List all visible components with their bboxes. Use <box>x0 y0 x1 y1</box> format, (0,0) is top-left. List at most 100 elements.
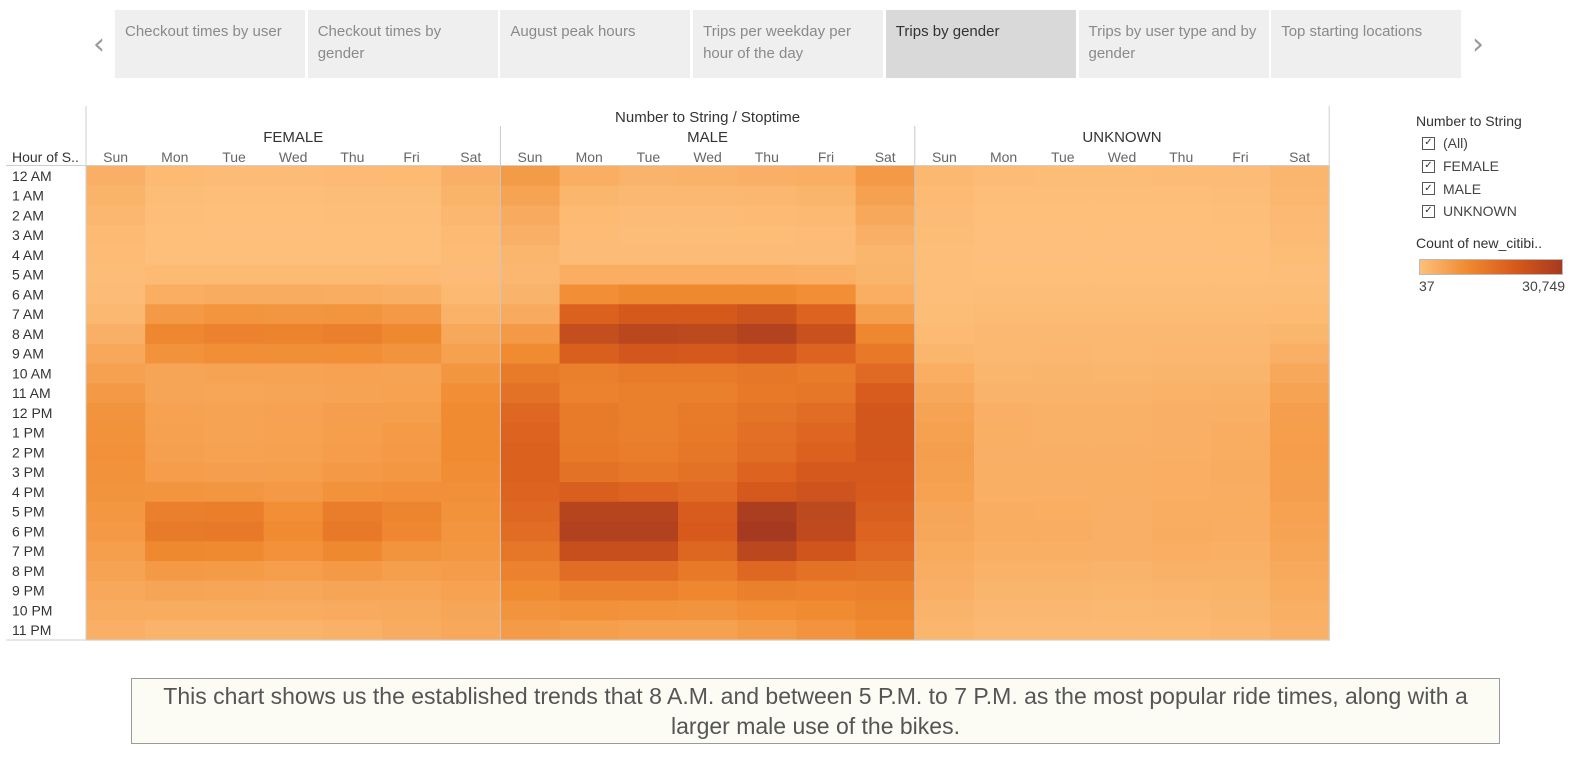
heatmap-cell <box>1092 185 1153 207</box>
filter-item-unknown[interactable]: ✓ UNKNOWN <box>1416 200 1576 223</box>
heatmap-cell <box>1033 324 1093 345</box>
heatmap-cell <box>1210 422 1271 444</box>
heatmap-cell <box>1151 521 1212 542</box>
heatmap-cell <box>1270 225 1330 246</box>
heatmap-cell <box>678 324 738 345</box>
story-tab-top-starting-locations[interactable]: Top starting locations <box>1271 10 1462 78</box>
heatmap-cell <box>974 521 1034 542</box>
checkbox-checked-icon[interactable]: ✓ <box>1422 204 1435 218</box>
heatmap-cell <box>1092 205 1153 226</box>
heatmap-cell <box>86 166 146 187</box>
heatmap-cell <box>678 205 738 226</box>
heatmap-cell <box>322 383 383 404</box>
heatmap-cell <box>974 561 1034 582</box>
heatmap-cell <box>500 403 561 424</box>
heatmap-cell <box>914 304 975 325</box>
heatmap-cell <box>263 422 324 444</box>
heatmap-cell <box>678 620 738 641</box>
day-label: Thu <box>340 149 364 165</box>
heatmap-cell <box>559 225 620 246</box>
checkbox-checked-icon[interactable]: ✓ <box>1422 136 1435 150</box>
heatmap-cell <box>618 225 679 246</box>
heatmap-cell <box>678 442 738 463</box>
filter-item-male[interactable]: ✓ MALE <box>1416 177 1576 200</box>
heatmap-cell <box>263 225 324 246</box>
heatmap-cell <box>974 541 1034 562</box>
chevron-right-icon[interactable]: › <box>1472 26 1484 62</box>
heatmap-cell <box>618 501 679 523</box>
heatmap-cell <box>382 541 442 562</box>
heatmap-cell <box>618 422 679 444</box>
heatmap-cell <box>1210 383 1271 404</box>
heatmap-cell <box>737 304 797 325</box>
heatmap-cell <box>500 185 561 207</box>
heatmap-cell <box>737 422 797 444</box>
filter-item-label: (All) <box>1443 135 1468 152</box>
chevron-left-icon[interactable]: ‹ <box>93 26 105 62</box>
day-label: Thu <box>755 149 779 165</box>
heatmap-cell <box>1092 442 1153 463</box>
heatmap-cell <box>500 501 561 523</box>
heatmap-cell <box>441 383 501 404</box>
heatmap-cell <box>204 264 265 286</box>
heatmap-cell <box>441 324 501 345</box>
heatmap-cell <box>1151 580 1212 602</box>
heatmap-cell <box>441 580 501 602</box>
heatmap-cell <box>322 482 383 503</box>
heatmap-cell <box>500 343 561 365</box>
heatmap-cell <box>86 363 146 384</box>
story-tab-checkout-times-by-gender[interactable]: Checkout times by gender <box>307 10 498 78</box>
hour-label: 7 AM <box>12 306 44 322</box>
heatmap-cell <box>263 521 324 542</box>
heatmap-cell <box>263 501 324 523</box>
heatmap-cell <box>559 501 620 523</box>
story-tab-august-peak-hours[interactable]: August peak hours <box>500 10 691 78</box>
heatmap-cell <box>263 462 324 483</box>
heatmap-cell <box>855 561 916 582</box>
heatmap-cell <box>737 521 797 542</box>
heatmap-cell <box>145 225 205 246</box>
heatmap-cell <box>737 442 797 463</box>
checkbox-checked-icon[interactable]: ✓ <box>1422 182 1435 196</box>
heatmap-cell <box>382 284 442 305</box>
story-tab-trips-per-weekday-per-hour-of-the-day[interactable]: Trips per weekday per hour of the day <box>693 10 884 78</box>
group-header-unknown: UNKNOWN <box>1082 129 1161 146</box>
heatmap-cell <box>322 600 383 621</box>
filter-item-female[interactable]: ✓ FEMALE <box>1416 155 1576 178</box>
day-label: Wed <box>1108 149 1137 165</box>
heatmap-cell <box>559 383 620 404</box>
checkbox-checked-icon[interactable]: ✓ <box>1422 159 1435 173</box>
heatmap-cell <box>559 561 620 582</box>
heatmap-cell <box>1151 482 1212 503</box>
story-tab-trips-by-gender[interactable]: Trips by gender <box>885 10 1076 78</box>
heatmap-cell <box>86 600 146 621</box>
heatmap-cell <box>1033 462 1093 483</box>
heatmap-cell <box>322 225 383 246</box>
heatmap-cell <box>974 462 1034 483</box>
heatmap-cell <box>1092 264 1153 286</box>
heatmap-cell <box>855 403 916 424</box>
heatmap-cell <box>796 225 857 246</box>
hour-label: 4 PM <box>12 484 45 500</box>
filter-item-all[interactable]: ✓ (All) <box>1416 132 1576 155</box>
heatmap-cell <box>145 324 205 345</box>
filter-item-label: MALE <box>1443 180 1482 197</box>
heatmap-cell <box>1092 383 1153 404</box>
heatmap-cell <box>618 541 679 562</box>
story-tab-trips-by-user-type-and-by-gender[interactable]: Trips by user type and by gender <box>1078 10 1269 78</box>
hour-label: 8 AM <box>12 326 44 342</box>
heatmap-cell <box>263 245 324 266</box>
heatmap-cell <box>382 225 442 246</box>
heatmap-cell <box>204 324 265 345</box>
heatmap-cell <box>1210 264 1271 286</box>
heatmap-cell <box>796 620 857 641</box>
heatmap-cell <box>618 284 679 305</box>
hour-label: 12 PM <box>12 405 52 421</box>
heatmap-cell <box>618 343 679 365</box>
heatmap-cell <box>559 462 620 483</box>
story-tab-checkout-times-by-user[interactable]: Checkout times by user <box>115 10 305 78</box>
heatmap-cell <box>914 462 975 483</box>
day-label: Fri <box>1232 149 1248 165</box>
heatmap-cell <box>86 304 146 325</box>
heatmap-cell <box>1210 343 1271 365</box>
